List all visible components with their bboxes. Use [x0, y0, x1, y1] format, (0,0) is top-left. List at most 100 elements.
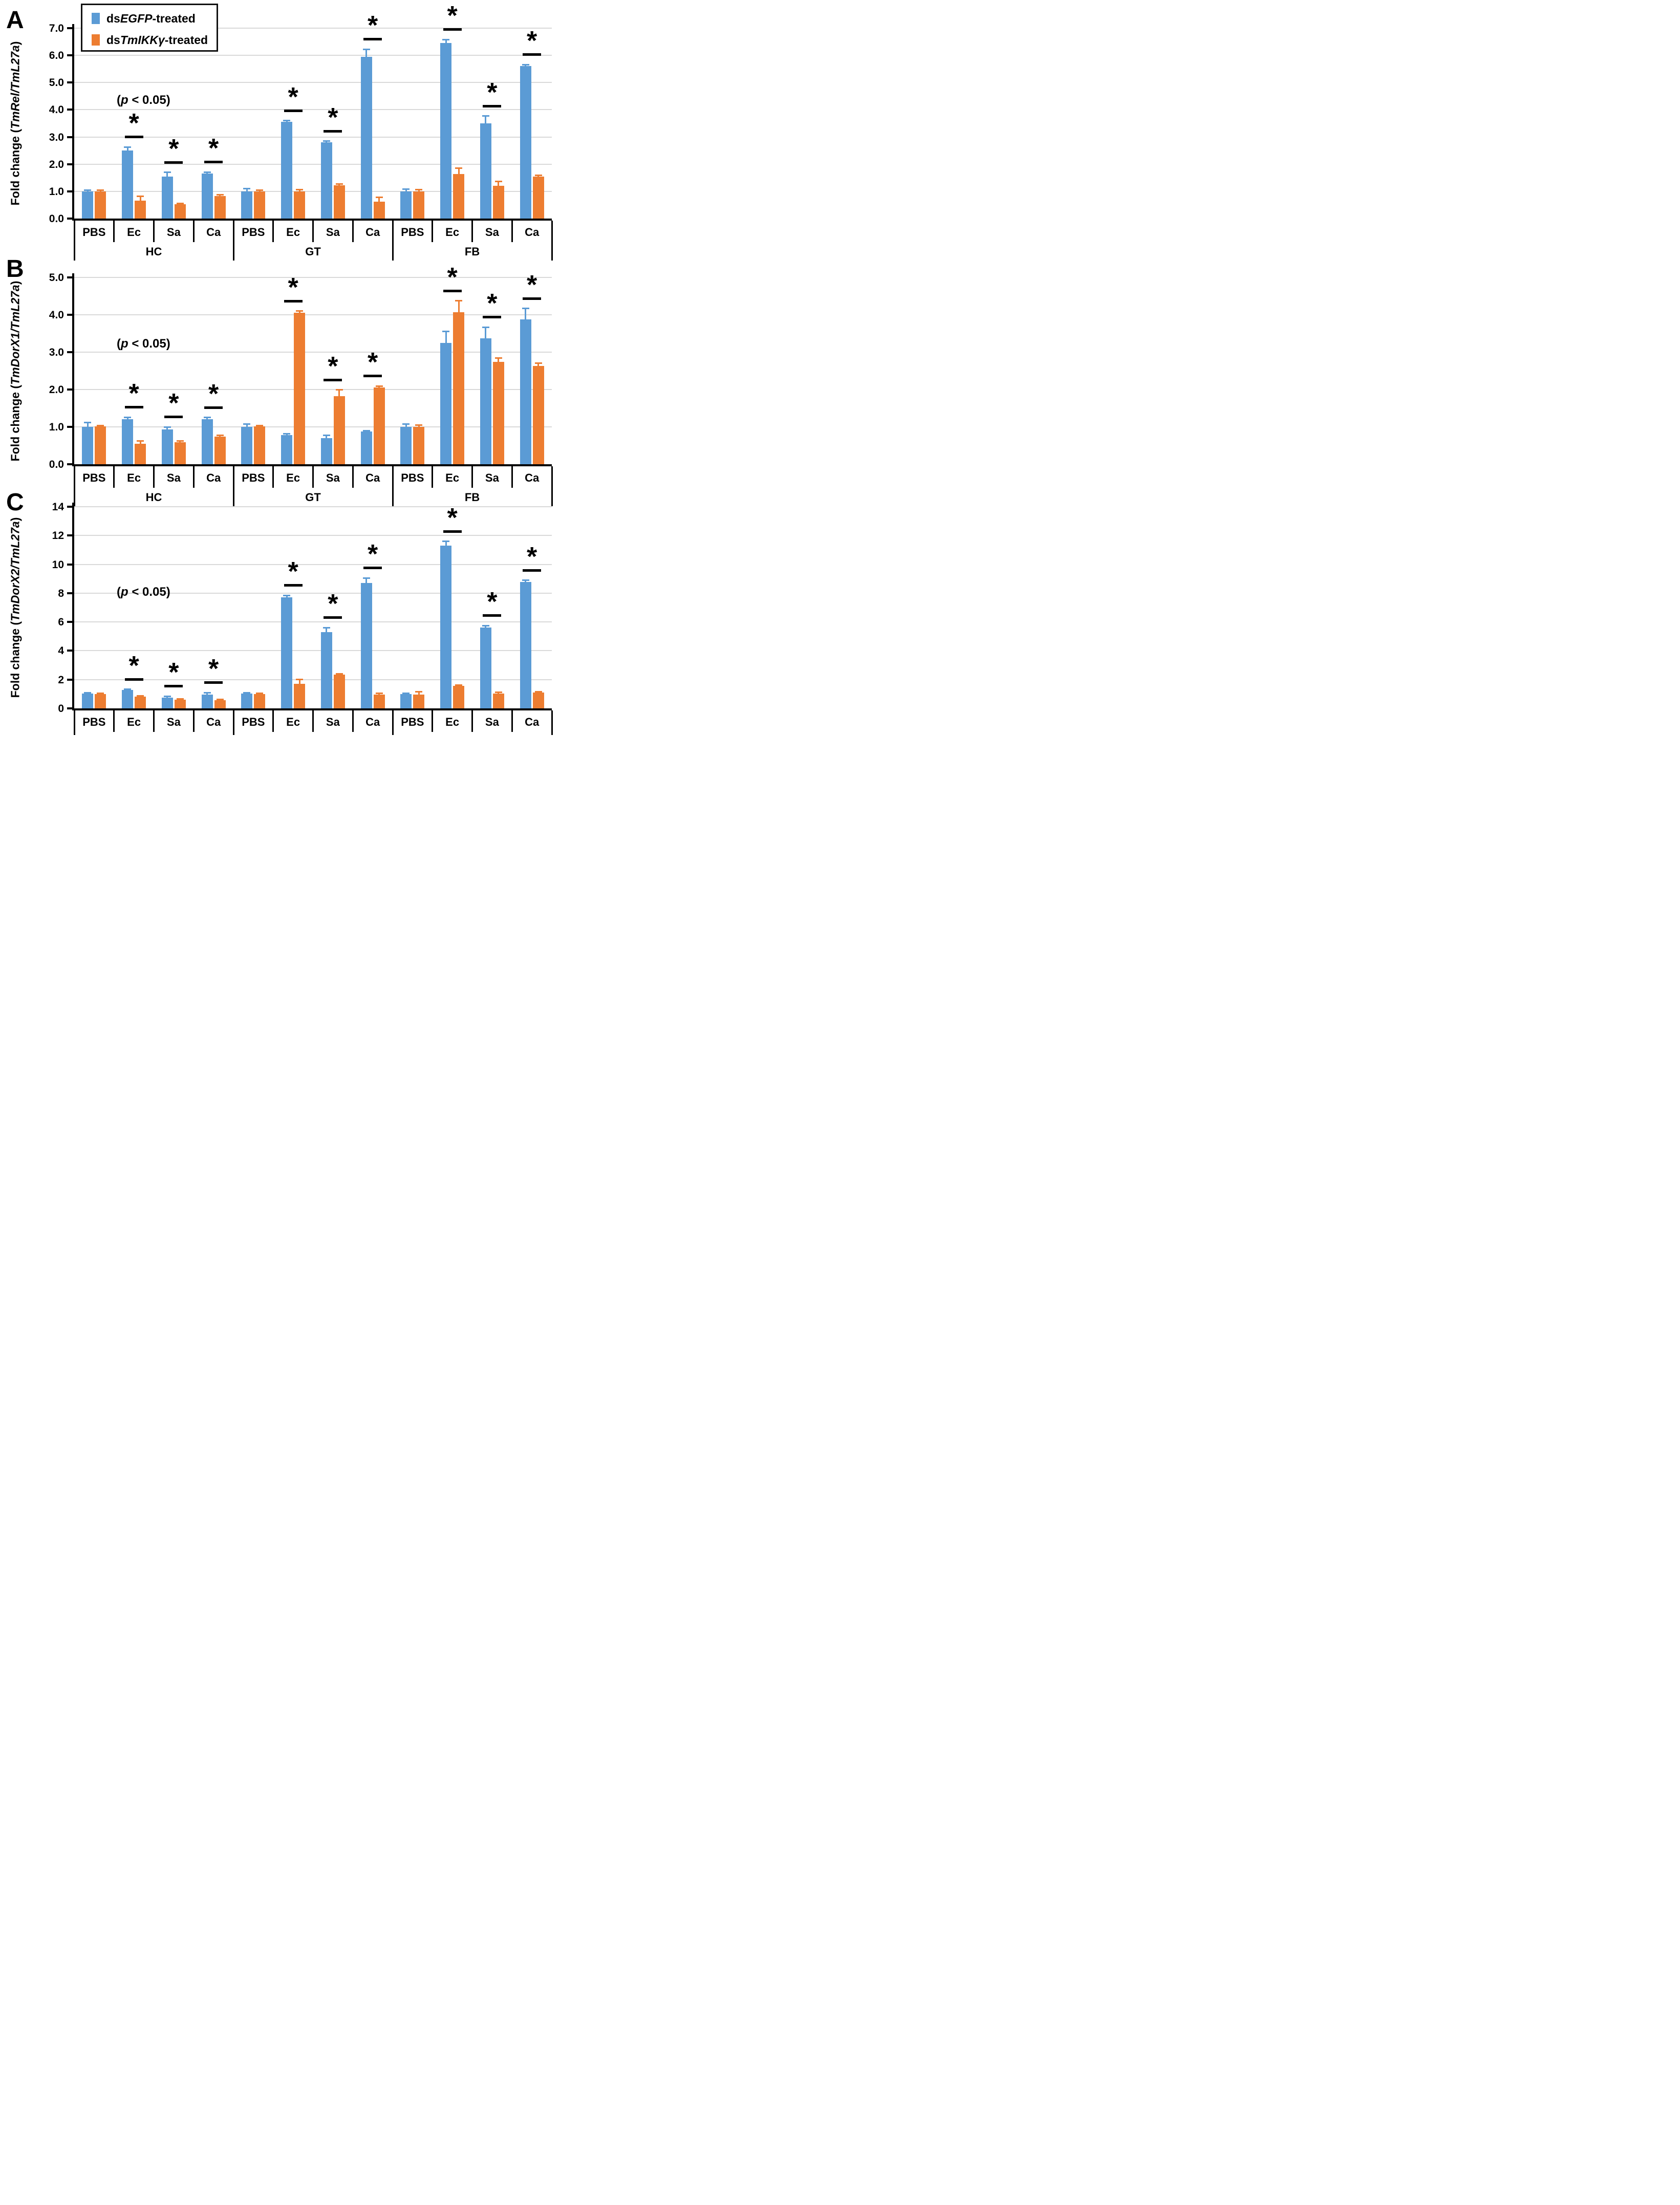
x-treatment-label: PBS: [82, 716, 106, 728]
x-group-label: HC: [145, 491, 162, 504]
x-treatment-label: Ca: [525, 471, 540, 484]
error-bar-cap: [402, 423, 410, 425]
significance-line: [284, 584, 303, 587]
treatment-separator: [272, 710, 274, 732]
error-bar-stem: [326, 435, 328, 438]
bar-orange: [254, 694, 266, 708]
significance-asterisk: *: [527, 542, 537, 572]
significance-line: [443, 28, 462, 31]
error-bar-cap: [137, 440, 144, 442]
bar-blue: [520, 319, 531, 464]
bar-orange: [373, 387, 385, 464]
treatment-separator: [272, 466, 274, 488]
x-treatment-label: Ca: [365, 226, 380, 239]
group-separator: [73, 466, 75, 506]
error-bar-cap: [84, 692, 92, 694]
y-axis-tick: [67, 621, 74, 623]
y-tick-label: 2: [58, 674, 64, 686]
error-bar-cap: [442, 331, 450, 333]
bar-orange: [532, 176, 544, 219]
group-separator: [551, 710, 553, 735]
bar-orange: [294, 191, 306, 219]
legend-item-dsegfp: dsEGFP-treated: [92, 11, 196, 26]
treatment-separator: [432, 466, 434, 488]
treatment-separator: [192, 221, 195, 242]
error-bar-stem: [485, 625, 487, 628]
treatment-separator: [192, 710, 195, 732]
bar-orange: [333, 185, 345, 219]
error-bar-stem: [139, 441, 141, 444]
bar-blue: [400, 191, 412, 219]
bar-blue: [400, 427, 412, 464]
bar-orange: [492, 186, 504, 219]
figure: dsEGFP-treated dsTmIKKγ-treated A Fold ch…: [0, 0, 560, 735]
error-bar-cap: [442, 541, 450, 543]
error-bar-cap: [84, 189, 92, 191]
error-bar-cap: [176, 202, 184, 204]
bar-orange: [373, 695, 385, 708]
group-separator: [73, 221, 75, 261]
error-bar-stem: [405, 424, 407, 427]
error-bar-cap: [322, 626, 330, 629]
significance-line: [363, 375, 382, 378]
error-bar-stem: [418, 425, 420, 427]
bar-orange: [294, 313, 306, 464]
y-axis-tick: [67, 54, 74, 57]
error-bar-cap: [163, 426, 171, 428]
significance-asterisk: *: [447, 1, 458, 31]
gridline: [74, 426, 552, 427]
x-axis-line: [72, 219, 552, 221]
x-treatment-label: PBS: [401, 716, 424, 728]
error-bar-cap: [176, 698, 184, 700]
legend-label-dsegfp: dsEGFP-treated: [106, 11, 196, 25]
bar-orange: [254, 191, 266, 219]
x-treatment-label: Sa: [166, 226, 181, 239]
error-bar-cap: [283, 594, 291, 596]
error-bar-cap: [216, 698, 224, 700]
bar-blue: [241, 427, 253, 464]
bar-orange: [214, 196, 226, 219]
significance-line: [204, 161, 223, 164]
y-axis-tick: [67, 463, 74, 465]
error-bar-stem: [87, 422, 89, 427]
gridline: [74, 621, 552, 623]
gridline: [74, 389, 552, 390]
y-axis-tick: [67, 190, 74, 192]
y-axis-tick: [67, 678, 74, 681]
x-treatment-label: Sa: [485, 716, 499, 728]
error-bar-cap: [402, 692, 410, 694]
y-tick-label: 4: [58, 645, 64, 657]
x-treatment-label: PBS: [242, 471, 265, 484]
bar-blue: [281, 435, 293, 464]
bar-blue: [241, 191, 253, 219]
x-treatment-label: Sa: [485, 226, 499, 239]
group-separator: [232, 710, 234, 735]
error-bar-stem: [525, 308, 527, 320]
bar-orange: [95, 191, 106, 219]
error-bar-cap: [362, 429, 370, 431]
error-bar-stem: [166, 427, 168, 430]
treatment-separator: [471, 466, 473, 488]
group-separator: [392, 466, 394, 506]
x-treatment-label: Ec: [445, 226, 460, 239]
y-axis-label: Fold change (TmRel/TmL27a): [8, 41, 22, 206]
bar-blue: [122, 689, 134, 708]
group-separator: [232, 221, 234, 261]
gridline: [74, 352, 552, 353]
x-treatment-label: Ec: [286, 226, 300, 239]
significance-asterisk: *: [168, 388, 179, 418]
bar-blue: [400, 694, 412, 708]
significance-line: [324, 129, 342, 133]
bar-orange: [453, 685, 465, 708]
x-axis-line: [72, 708, 552, 710]
p-value-note: (p < 0.05): [117, 337, 170, 351]
error-bar-cap: [203, 691, 211, 694]
y-axis-tick: [67, 426, 74, 428]
error-bar-stem: [286, 595, 288, 598]
bar-orange: [333, 674, 345, 708]
y-tick-label: 10: [52, 558, 64, 571]
treatment-separator: [113, 710, 115, 732]
x-treatment-label: Ca: [365, 716, 380, 728]
x-treatment-label: Sa: [485, 471, 499, 484]
p-value-note: (p < 0.05): [117, 93, 170, 107]
